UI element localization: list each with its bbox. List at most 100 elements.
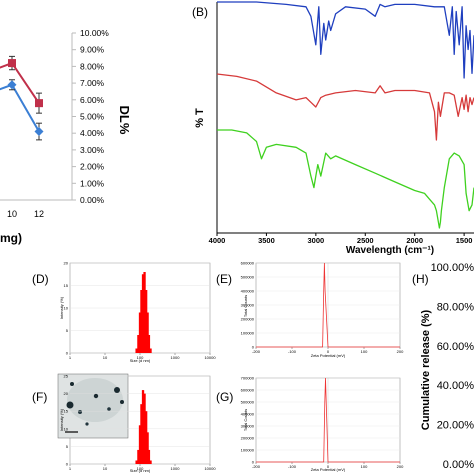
- panel-h-ytick-label: 20.00%: [437, 420, 474, 432]
- xtick-label: -200: [252, 464, 261, 469]
- histogram-bar: [143, 393, 146, 464]
- panel-e-ticks: -200 -100 0 100 200 600000 500000 400000 300000 2…: [241, 261, 404, 355]
- histogram-bar: [135, 460, 138, 464]
- xtick-label: 100: [137, 355, 144, 360]
- data-point-diamond: [7, 80, 17, 90]
- ytick-label: 600000: [241, 261, 255, 266]
- panel-f-label: (F): [32, 390, 47, 404]
- ytick-label: 500000: [241, 275, 255, 280]
- ytick-label: 5: [66, 328, 69, 333]
- panel-b-xlabel: Wavelength (cm⁻¹): [346, 245, 434, 256]
- panel-d-ylabel: Intensity (%): [59, 296, 64, 319]
- xtick-label: 200: [397, 349, 404, 354]
- panel-f-xlabel: Size (d nm): [130, 468, 151, 473]
- tem-background-texture: [67, 378, 123, 422]
- xtick-label: 0: [327, 349, 330, 354]
- data-point-square: [8, 59, 16, 68]
- xtick-label: 1: [69, 466, 72, 471]
- ytick-label: 10: [64, 306, 69, 311]
- ytick-label: 0: [252, 460, 255, 465]
- ytick-label: 15: [64, 409, 69, 414]
- ytick-label: 300000: [241, 303, 255, 308]
- xtick-label: 10: [103, 466, 108, 471]
- panel-h-ytick-label: 80.00%: [437, 301, 474, 313]
- panel-d-ticks: 1 10 100 1000 10000 20 15 10 5 0: [64, 261, 217, 361]
- panel-a-y2-tick-label: 1.00%: [80, 178, 105, 188]
- panel-f: (F) Intensity (%) Size (d nm) 1 10 100 1000…: [32, 374, 216, 474]
- histogram-bar: [146, 312, 149, 353]
- nanoparticle-dot: [66, 401, 74, 409]
- ytick-label: 0: [66, 351, 69, 356]
- ytick-label: 5: [66, 444, 69, 449]
- nanoparticle-dot: [120, 400, 124, 404]
- ytick-label: 20: [64, 391, 69, 396]
- histogram-bar: [140, 290, 143, 353]
- panel-a-y2-tick-label: 3.00%: [80, 145, 105, 155]
- panel-f-tem-inset: [57, 373, 129, 439]
- xtick-label: 0: [327, 464, 330, 469]
- ytick-label: 100000: [241, 331, 255, 336]
- histogram-bar: [143, 272, 146, 353]
- panel-a-y2-tick-label: 10.00%: [80, 28, 109, 38]
- panel-a-y2label: DL%: [117, 106, 132, 135]
- xtick-label: 10000: [204, 355, 216, 360]
- nanoparticle-dot: [114, 387, 120, 393]
- panel-b: (B) % T 4000 3500 3000 2500 2000 1500 Wavelen…: [192, 1, 474, 256]
- panel-e-label: (E): [216, 272, 232, 286]
- panel-b-label: (B): [192, 5, 208, 19]
- xtick-label: 10: [103, 355, 108, 360]
- xtick-label: 100: [361, 349, 368, 354]
- data-point-diamond: [34, 127, 44, 137]
- panel-f-ticks: 1 10 100 1000 10000 25 20 15 10 5 0: [64, 374, 217, 472]
- nanoparticle-dot: [70, 382, 74, 386]
- panel-a-xtick-12: 12: [34, 209, 44, 219]
- ytick-label: 400000: [241, 412, 255, 417]
- histogram-bar: [137, 335, 140, 353]
- ytick-label: 700000: [241, 376, 255, 381]
- histogram-bar: [149, 348, 152, 353]
- panel-g-label: (G): [216, 390, 233, 404]
- panel-a-xlabel-fragment: mg): [0, 231, 22, 245]
- panel-a-xtick-10: 10: [7, 209, 17, 219]
- zeta-curve: [256, 262, 400, 348]
- histogram-bar: [135, 348, 138, 353]
- data-point-square: [35, 99, 43, 108]
- histogram-bar: [149, 460, 152, 464]
- panel-b-series: [216, 1, 474, 229]
- xtick-label: 200: [397, 464, 404, 469]
- panel-b-ylabel: % T: [194, 108, 206, 128]
- panel-b-xtick-label: 3500: [258, 236, 275, 245]
- xtick-label: 100: [361, 464, 368, 469]
- xtick-label: 100: [137, 466, 144, 471]
- panel-a-series: [0, 55, 44, 141]
- xtick-label: -100: [288, 464, 297, 469]
- nanoparticle-dot: [107, 407, 111, 411]
- ytick-label: 200000: [241, 317, 255, 322]
- ftir-spectrum-2: [217, 129, 474, 229]
- histogram-bar: [141, 390, 145, 464]
- panel-h-ytick-label: 40.00%: [437, 380, 474, 392]
- ytick-label: 200000: [241, 436, 255, 441]
- ytick-label: 300000: [241, 424, 255, 429]
- ytick-label: 20: [64, 261, 69, 266]
- panel-h-label: (H): [412, 272, 429, 286]
- panel-h-ytick-label: 60.00%: [437, 341, 474, 353]
- panel-g-xlabel: Zeta Potential (mV): [311, 467, 346, 472]
- xtick-label: -200: [252, 349, 261, 354]
- ytick-label: 100000: [241, 448, 255, 453]
- histogram-bar: [147, 449, 151, 464]
- ftir-spectrum-1: [216, 73, 474, 141]
- panel-f-ylabel: Intensity (%): [59, 408, 64, 431]
- panel-e-line: [256, 262, 400, 348]
- panel-a-y2-tick-label: 7.00%: [80, 78, 105, 88]
- panel-d-xlabel: Size (d nm): [130, 358, 151, 363]
- panel-b-xtick-label: 1500: [456, 236, 473, 245]
- panel-e-xlabel: Zeta Potential (mV): [311, 353, 346, 358]
- xtick-label: -100: [288, 349, 297, 354]
- histogram-bar: [138, 312, 142, 353]
- panel-b-xtick-label: 2500: [357, 236, 374, 245]
- histogram-bar: [141, 274, 145, 353]
- panel-h-ylabel: Cumulative release (%): [420, 309, 432, 430]
- ytick-label: 15: [64, 283, 69, 288]
- panel-a-y2-tick-label: 5.00%: [80, 112, 105, 122]
